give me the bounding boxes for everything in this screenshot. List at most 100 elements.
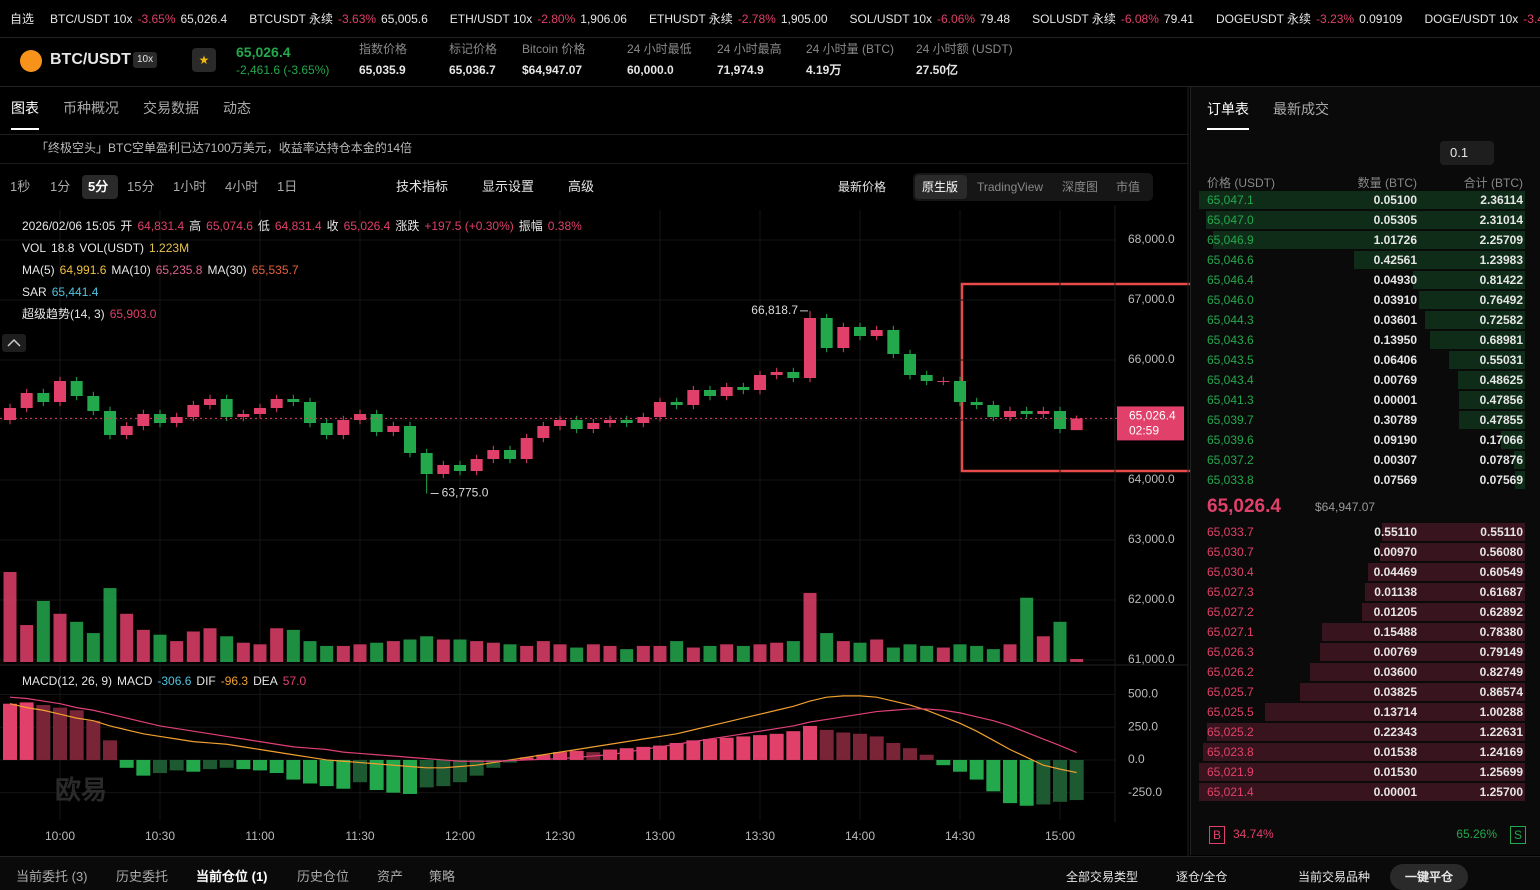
- interval[interactable]: 1日: [277, 179, 298, 194]
- legend-text: 64,831.4: [137, 219, 185, 233]
- bottom-tab[interactable]: 当前仓位 (1): [196, 869, 268, 884]
- ticker-item[interactable]: DOGE/USDT 10x-3.41%0.09113: [1424, 11, 1540, 27]
- ob-price[interactable]: 65,026.2: [1207, 665, 1254, 679]
- candle-body: [937, 381, 950, 383]
- ob-price[interactable]: 65,025.5: [1207, 705, 1254, 719]
- ob-price[interactable]: 65,021.9: [1207, 765, 1254, 779]
- volume-bar: [603, 645, 617, 662]
- interval[interactable]: 1秒: [10, 179, 31, 194]
- tool-button[interactable]: 技术指标: [396, 179, 449, 194]
- ticker-item[interactable]: SOLUSDT 永续 -6.08% 79.41: [1032, 11, 1194, 27]
- view-tab[interactable]: 市值: [1116, 180, 1141, 194]
- interval[interactable]: 15分: [127, 179, 155, 194]
- symbol[interactable]: BTC/USDT: [50, 51, 131, 68]
- ob-price[interactable]: 65,025.7: [1207, 685, 1254, 699]
- bottom-tab[interactable]: 历史仓位: [297, 869, 350, 884]
- ob-price[interactable]: 65,044.3: [1207, 313, 1254, 327]
- volume-bar: [903, 644, 917, 662]
- volume-bar: [653, 645, 667, 662]
- view-tab[interactable]: TradingView: [977, 180, 1044, 194]
- view-tab[interactable]: 深度图: [1062, 180, 1099, 194]
- tool-button[interactable]: 高级: [568, 179, 595, 194]
- close-all-button[interactable]: [1390, 864, 1468, 890]
- favorite-button[interactable]: ★: [192, 48, 216, 72]
- bottom-tab[interactable]: 策略: [429, 869, 456, 884]
- bottom-tab[interactable]: 当前委托 (3): [16, 869, 88, 884]
- depth-bar: [1458, 391, 1525, 409]
- step-select[interactable]: [1440, 141, 1494, 165]
- tool-button[interactable]: 显示设置: [482, 179, 535, 194]
- depth-bar: [1206, 211, 1525, 229]
- ob-total: 0.78380: [1479, 625, 1523, 639]
- ob-price[interactable]: 65,046.0: [1207, 293, 1254, 307]
- volume-bar: [453, 639, 467, 662]
- ticker-item[interactable]: ETHUSDT 永续 -2.78% 1,905.00: [649, 11, 828, 27]
- depth-bar: [1321, 623, 1525, 641]
- interval[interactable]: 1小时: [173, 179, 207, 194]
- filter[interactable]: 全部交易类型: [1066, 870, 1139, 884]
- watchlist-tab[interactable]: 自选: [10, 12, 35, 26]
- ticker-item[interactable]: BTC/USDT 10x -3.65% 65,026.4: [50, 11, 227, 27]
- collapse-button[interactable]: [2, 334, 26, 352]
- volume-bar: [253, 644, 267, 662]
- legend-text: 57.0: [282, 674, 307, 688]
- bottom-tab[interactable]: 历史委托: [116, 869, 169, 884]
- ob-price[interactable]: 65,039.6: [1207, 433, 1254, 447]
- ob-price[interactable]: 65,041.3: [1207, 393, 1254, 407]
- ticker-item[interactable]: BTCUSDT 永续 -3.63% 65,005.6: [249, 11, 428, 27]
- ob-total: 2.36114: [1480, 193, 1523, 207]
- legend-text: DIF: [196, 674, 216, 688]
- ob-price[interactable]: 65,027.1: [1207, 625, 1254, 639]
- ticker-price: 79.41: [1163, 12, 1194, 26]
- ob-price[interactable]: 65,030.4: [1207, 565, 1254, 579]
- chart-tab[interactable]: 动态: [223, 100, 251, 116]
- ob-tab[interactable]: 最新成交: [1273, 101, 1329, 117]
- ob-price[interactable]: 65,046.4: [1207, 273, 1254, 287]
- price-type[interactable]: 最新价格: [838, 180, 887, 194]
- bottom-tab[interactable]: 资产: [377, 869, 404, 884]
- interval[interactable]: 5分: [88, 179, 109, 194]
- ob-price[interactable]: 65,027.2: [1207, 605, 1254, 619]
- ob-price[interactable]: 65,021.4: [1207, 785, 1254, 799]
- volume-bar: [536, 641, 550, 662]
- ob-qty: 0.22343: [1373, 725, 1417, 739]
- ob-price[interactable]: 65,033.7: [1207, 525, 1254, 539]
- ob-price[interactable]: 65,023.8: [1207, 745, 1254, 759]
- ob-price[interactable]: 65,026.3: [1207, 645, 1254, 659]
- candle-body: [637, 417, 650, 424]
- ob-price[interactable]: 65,043.5: [1207, 353, 1254, 367]
- interval[interactable]: 4小时: [225, 179, 259, 194]
- macd-bar: [86, 720, 101, 760]
- candle-body: [504, 450, 516, 460]
- ob-price[interactable]: 65,047.1: [1207, 193, 1254, 207]
- ob-price[interactable]: 65,027.3: [1207, 585, 1254, 599]
- chart-tab[interactable]: 币种概况: [63, 100, 119, 116]
- chart-tab[interactable]: 图表: [11, 100, 39, 116]
- chart-tab[interactable]: 交易数据: [143, 100, 199, 116]
- x-tick-label: 11:00: [245, 829, 274, 843]
- ob-price[interactable]: 65,046.9: [1207, 233, 1254, 247]
- volume-bar: [953, 644, 967, 662]
- ob-price[interactable]: 65,043.4: [1207, 373, 1254, 387]
- interval[interactable]: 1分: [50, 179, 71, 194]
- ticker-item[interactable]: ETH/USDT 10x -2.80% 1,906.06: [450, 11, 627, 27]
- ob-price[interactable]: 65,047.0: [1207, 213, 1254, 227]
- ob-price[interactable]: 65,037.2: [1207, 453, 1254, 467]
- ob-price[interactable]: 65,043.6: [1207, 333, 1254, 347]
- ticker-item[interactable]: SOL/USDT 10x -6.06% 79.48: [850, 11, 1011, 27]
- ob-tab[interactable]: 订单表: [1207, 101, 1249, 117]
- ob-price[interactable]: 65,033.8: [1207, 473, 1254, 487]
- filter[interactable]: 逐仓/全仓: [1176, 870, 1228, 884]
- y-tick-label: -250.0: [1128, 785, 1162, 799]
- ob-step[interactable]: 0.1: [1450, 145, 1469, 160]
- view-tab[interactable]: 原生版: [922, 180, 959, 194]
- ob-price[interactable]: 65,030.7: [1207, 545, 1254, 559]
- ob-price[interactable]: 65,025.2: [1207, 725, 1254, 739]
- ob-price[interactable]: 65,046.6: [1207, 253, 1254, 267]
- ticker-item[interactable]: DOGEUSDT 永续 -3.23% 0.09109: [1216, 11, 1403, 27]
- candle-body: [387, 426, 400, 433]
- checkbox-label[interactable]: 当前交易品种: [1298, 870, 1371, 884]
- macd-bar: [903, 748, 917, 760]
- ob-price[interactable]: 65,039.7: [1207, 413, 1254, 427]
- ratio-buy: 34.74%: [1233, 827, 1274, 841]
